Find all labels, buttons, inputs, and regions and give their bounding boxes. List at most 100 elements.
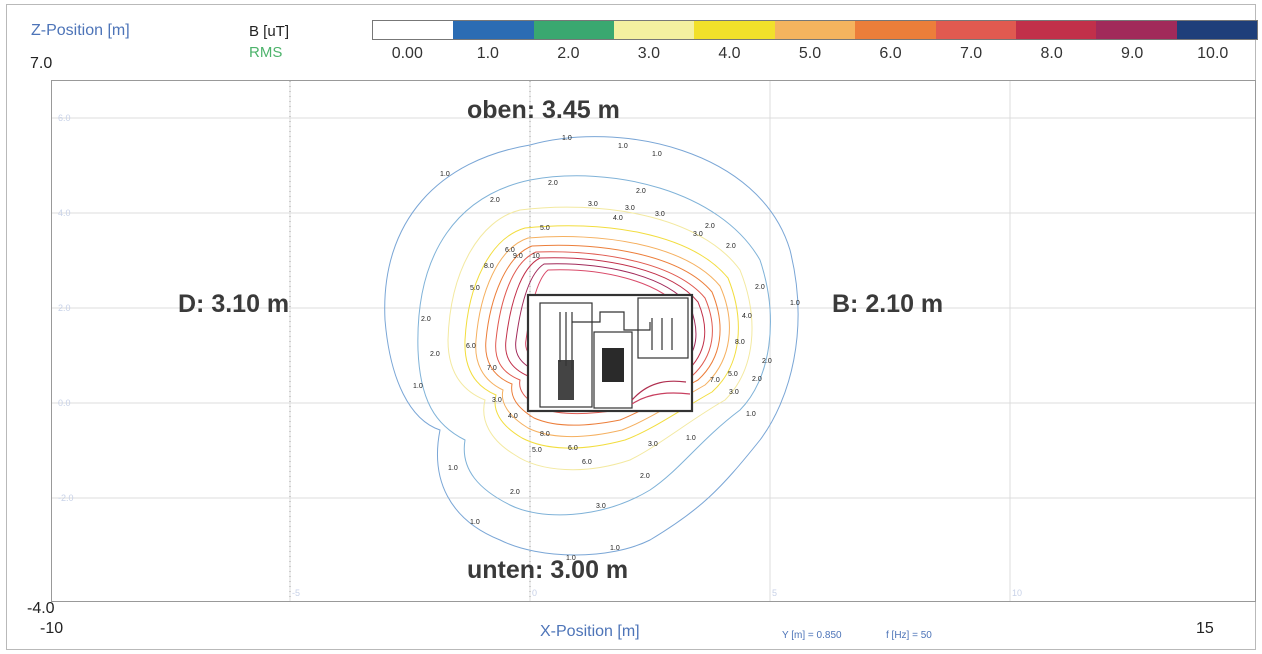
contour-label-2: 2.0 <box>640 473 650 480</box>
contour-label-3: 3.0 <box>492 397 502 404</box>
faint-z-tick: 6.0 <box>58 113 71 123</box>
legend-swatch <box>694 21 775 39</box>
contour-labels: 1.0 1.0 1.0 1.0 1.0 1.0 1.0 1.0 1.0 1.0 … <box>413 135 800 562</box>
contour-label-1: 1.0 <box>618 143 628 150</box>
contour-label-inner: 9.0 <box>513 253 523 260</box>
contour-label-3: 3.0 <box>729 389 739 396</box>
contour-label-1: 1.0 <box>566 555 576 562</box>
contour-label-2: 2.0 <box>430 351 440 358</box>
contour-label-2: 2.0 <box>762 358 772 365</box>
legend-tick-label: 9.0 <box>1121 45 1144 62</box>
legend-swatch <box>855 21 936 39</box>
quantity-sub-label: RMS <box>249 47 283 59</box>
contour-label-2: 2.0 <box>421 316 431 323</box>
y-position-info: Y [m] = 0.850 <box>782 630 842 641</box>
contour-label-3: 3.0 <box>588 201 598 208</box>
contour-label-2: 2.0 <box>510 489 520 496</box>
cabinet-right <box>637 297 689 359</box>
dotted-guides <box>289 81 531 601</box>
contour-label-2: 2.0 <box>726 243 736 250</box>
legend-tick-label: 6.0 <box>879 45 902 62</box>
faint-x-tick: 5 <box>772 588 777 598</box>
contour-label-inner: 4.0 <box>508 413 518 420</box>
plot-area <box>51 80 1256 602</box>
equipment-schematic <box>526 293 694 413</box>
busbar <box>572 311 651 331</box>
distance-left-label: D: 3.10 m <box>178 290 290 318</box>
transformer-core <box>602 348 624 382</box>
distance-bottom-label: unten: 3.00 m <box>467 556 629 584</box>
faint-z-tick: 0.0 <box>58 398 71 408</box>
legend-swatch <box>1015 21 1097 39</box>
contour-1 <box>384 136 799 556</box>
legend-swatch <box>1176 21 1257 39</box>
contour-4 <box>464 225 739 449</box>
contour-label-1: 1.0 <box>440 171 450 178</box>
contour-label-3: 3.0 <box>648 441 658 448</box>
contour-label-inner: 7.0 <box>487 365 497 372</box>
contour-label-1: 1.0 <box>562 135 572 142</box>
faint-z-tick: 2.0 <box>58 303 71 313</box>
contour-label-inner: 5.0 <box>728 371 738 378</box>
faint-x-tick: 10 <box>1012 588 1022 598</box>
contour-5 <box>475 236 730 437</box>
contour-label-inner: 5.0 <box>470 285 480 292</box>
legend-swatch <box>774 21 856 39</box>
contour-label-2: 2.0 <box>705 223 715 230</box>
legend-tick-label: 5.0 <box>798 45 822 62</box>
cable-exit-2 <box>631 392 691 405</box>
contour-label-1: 1.0 <box>686 435 696 442</box>
quantity-label: B [uT] <box>249 23 290 40</box>
legend-swatch <box>453 21 534 39</box>
contour-label-3: 3.0 <box>596 503 606 510</box>
tank-left <box>539 302 593 408</box>
contour-label-1: 1.0 <box>413 383 423 390</box>
legend-swatch <box>1096 21 1177 39</box>
contour-label-3: 3.0 <box>693 231 703 238</box>
z-axis-label: Z-Position [m] <box>31 22 130 39</box>
x-axis-max: 15 <box>1196 620 1214 637</box>
contour-label-1: 1.0 <box>448 465 458 472</box>
distance-top-label: oben: 3.45 m <box>467 96 620 124</box>
contour-label-1: 1.0 <box>610 545 620 552</box>
x-axis-min: -10 <box>40 620 64 637</box>
contour-label-inner: 6.0 <box>466 343 476 350</box>
legend-tick-label: 10.0 <box>1197 45 1229 62</box>
legend-swatch <box>373 21 454 39</box>
contour-label-inner: 8.0 <box>540 431 550 438</box>
legend-swatch <box>533 21 615 39</box>
contour-label-2: 2.0 <box>490 197 500 204</box>
contour-label-1: 1.0 <box>746 411 756 418</box>
contour-label-inner: 5.0 <box>532 447 542 454</box>
contour-label-inner: 6.0 <box>582 459 592 466</box>
faint-x-tick: -5 <box>292 588 300 598</box>
contour-6 <box>485 244 721 426</box>
contour-label-1: 1.0 <box>790 300 800 307</box>
faint-z-tick: -2.0 <box>58 493 74 503</box>
z-axis-max: 7.0 <box>30 55 53 72</box>
contour-label-inner: 10 <box>532 253 540 260</box>
contour-3 <box>447 206 753 471</box>
legend-tick-label: 3.0 <box>637 45 661 62</box>
contour-label-1: 1.0 <box>652 151 662 158</box>
contour-label-inner: 4.0 <box>613 215 623 222</box>
contour-label-3: 3.0 <box>625 205 635 212</box>
z-axis-min: -4.0 <box>27 600 55 617</box>
contour-2 <box>417 175 771 516</box>
legend-tick-label: 8.0 <box>1040 45 1063 62</box>
coil-stack <box>558 360 574 400</box>
faint-z-tick: 4.0 <box>58 208 71 218</box>
contour-label-3: 3.0 <box>655 211 665 218</box>
legend-swatch <box>614 21 695 39</box>
legend-tick-label: 7.0 <box>959 45 983 62</box>
contour-label-2: 2.0 <box>636 188 646 195</box>
distance-right-label: B: 2.10 m <box>832 290 944 318</box>
contour-label-inner: 7.0 <box>710 377 720 384</box>
contour-label-2: 2.0 <box>755 284 765 291</box>
contour-label-inner: 4.0 <box>742 313 752 320</box>
legend-tick-label: 4.0 <box>718 45 741 62</box>
contour-label-1: 1.0 <box>470 519 480 526</box>
contour-label-inner: 6.0 <box>505 247 515 254</box>
contour-label-2: 2.0 <box>548 180 558 187</box>
